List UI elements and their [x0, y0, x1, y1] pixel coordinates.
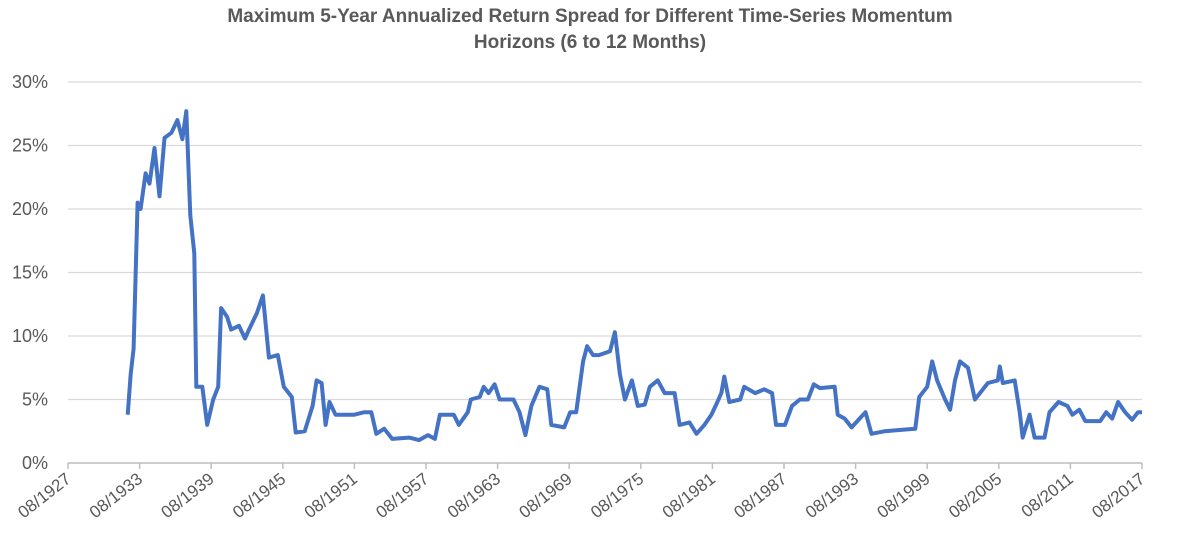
y-tick-label: 15% — [12, 263, 48, 283]
x-tick-label: 08/1981 — [659, 469, 719, 522]
x-tick-label: 08/1987 — [730, 469, 790, 522]
chart-title: Maximum 5-Year Annualized Return Spread … — [227, 6, 952, 27]
x-tick-label: 08/1927 — [14, 469, 74, 522]
x-tick-label: 08/1969 — [516, 469, 576, 522]
x-tick-label: 08/1939 — [158, 469, 218, 522]
chart-subtitle: Horizons (6 to 12 Months) — [474, 32, 706, 53]
x-tick-label: 08/1945 — [229, 469, 289, 522]
x-tick-label: 08/1951 — [301, 469, 361, 522]
x-tick-label: 08/2017 — [1088, 469, 1148, 522]
x-tick-label: 08/2005 — [945, 469, 1005, 522]
y-tick-label: 25% — [12, 136, 48, 156]
y-tick-label: 30% — [12, 72, 48, 92]
x-tick-label: 08/1975 — [587, 469, 647, 522]
y-tick-label: 10% — [12, 326, 48, 346]
x-tick-label: 08/2011 — [1018, 469, 1077, 521]
x-tick-label: 08/1999 — [874, 469, 934, 522]
x-tick-label: 08/1993 — [802, 469, 862, 522]
y-tick-label: 5% — [22, 390, 48, 410]
data-line — [125, 109, 1142, 443]
x-tick-label: 08/1957 — [372, 469, 432, 522]
y-tick-label: 20% — [12, 199, 48, 219]
x-tick-label: 08/1933 — [86, 469, 146, 522]
y-tick-label: 0% — [22, 453, 48, 473]
x-tick-label: 08/1963 — [444, 469, 504, 522]
